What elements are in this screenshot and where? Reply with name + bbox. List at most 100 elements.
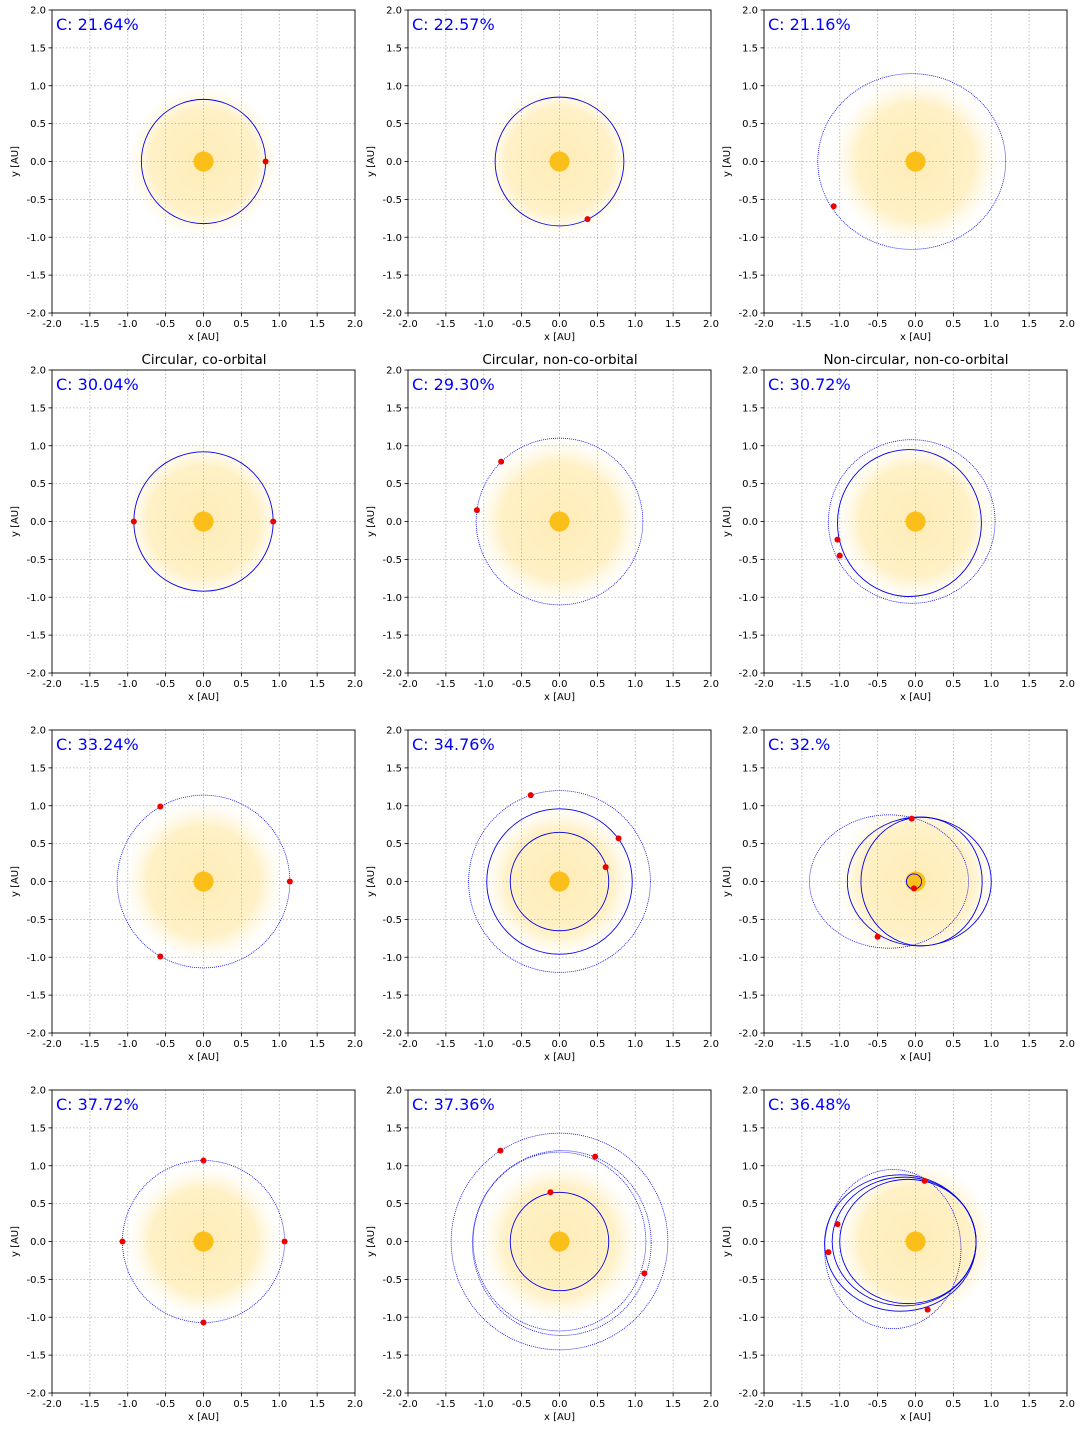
c-value-label: C: 37.72% [56, 1095, 139, 1114]
y-tick-label: 0.5 [30, 479, 46, 490]
y-tick-label: 0.5 [742, 119, 758, 130]
x-tick-label: 1.5 [309, 319, 325, 330]
y-tick-label: 0.0 [30, 1237, 46, 1248]
panels: -2.0 -2.0 -1.5 -1.5 -1.0 -1.0 -0.5 -0.5 0.0 0.0 0.… [10, 6, 1075, 1424]
column-title-circular-non-co-orbital: Circular, non-co-orbital [482, 352, 637, 368]
y-tick-label: 0.0 [30, 877, 46, 888]
panel-3-1: -2.0-2.0 -1.5 -1.5 -1.0 -1.0 -0.5 -0.5 0.0 0.0 0.… [366, 1086, 719, 1424]
x-tick-label: -1.0 [118, 1399, 138, 1410]
panel-2-2: -2.0-2.0 -1.5 -1.5 -1.0 -1.0 -0.5 -0.5 0.0 0.0 0.… [722, 726, 1075, 1064]
y-tick-label: 2.0 [30, 1086, 46, 1097]
planet-marker [921, 1177, 928, 1184]
y-axis-label: y [AU] [366, 1226, 377, 1257]
planet-marker [200, 1319, 207, 1326]
x-axis-label: x [AU] [188, 1052, 219, 1063]
y-tick-label: 2.0 [742, 6, 758, 17]
x-tick-label: -1.0 [118, 1039, 138, 1050]
y-tick-label: -1.0 [26, 953, 46, 964]
plot-area [764, 370, 1067, 673]
plot-area [52, 1090, 355, 1393]
x-tick-label: 0.5 [589, 679, 605, 690]
x-tick-label: 2.0 [703, 319, 719, 330]
y-tick-label: -0.5 [26, 915, 46, 926]
x-tick-label: 0.0 [552, 1399, 568, 1410]
y-axis-label: y [AU] [366, 146, 377, 177]
orbit-path [472, 1151, 647, 1332]
x-tick-label: -1.5 [80, 679, 100, 690]
x-tick-label: -1.0 [118, 679, 138, 690]
x-tick-label: -0.5 [512, 679, 532, 690]
panel-2-1: -2.0-2.0 -1.5 -1.5 -1.0 -1.0 -0.5 -0.5 0.0 0.0 0.… [366, 726, 719, 1064]
y-tick-label: 0.5 [742, 1199, 758, 1210]
plot-area [764, 1090, 1067, 1393]
x-tick-label: 2.0 [1059, 1399, 1075, 1410]
x-tick-label: 2.0 [347, 1399, 363, 1410]
x-tick-label: 0.5 [945, 1039, 961, 1050]
x-tick-label: 0.5 [589, 1399, 605, 1410]
y-tick-label: 1.0 [30, 801, 46, 812]
x-tick-label: 1.0 [271, 1399, 287, 1410]
x-tick-label: -2.0 [754, 1039, 774, 1050]
y-tick-label: -1.5 [382, 631, 402, 642]
x-tick-label: -0.5 [156, 1399, 176, 1410]
x-tick-label: 0.5 [233, 1039, 249, 1050]
y-tick-label: 0.5 [386, 119, 402, 130]
x-tick-label: -0.5 [868, 319, 888, 330]
c-value-label: C: 36.48% [768, 1095, 851, 1114]
x-tick-label: -1.5 [436, 319, 456, 330]
y-tick-label: -2.0 [26, 309, 46, 320]
x-tick-label: 0.0 [908, 1399, 924, 1410]
y-tick-label: 1.0 [30, 81, 46, 92]
y-tick-label: -0.5 [382, 1275, 402, 1286]
x-tick-label: -0.5 [868, 679, 888, 690]
x-tick-label: 2.0 [1059, 319, 1075, 330]
y-tick-label: 1.5 [30, 1123, 46, 1134]
planet-marker [584, 216, 591, 223]
orbit-path [486, 808, 633, 955]
x-tick-label: 0.5 [945, 1399, 961, 1410]
x-tick-label: -1.5 [436, 679, 456, 690]
c-value-label: C: 22.57% [412, 15, 495, 34]
planet-marker [834, 1221, 841, 1228]
y-tick-label: -1.5 [738, 631, 758, 642]
star [193, 871, 214, 892]
y-tick-label: 2.0 [742, 366, 758, 377]
x-tick-label: -1.5 [436, 1039, 456, 1050]
star [193, 151, 214, 172]
x-tick-label: -1.0 [474, 679, 494, 690]
planet-marker [527, 792, 534, 799]
y-tick-label: 2.0 [386, 366, 402, 377]
x-tick-label: -1.5 [792, 1039, 812, 1050]
planet-marker [200, 1157, 207, 1164]
x-tick-label: 1.5 [1021, 319, 1037, 330]
x-axis-label: x [AU] [900, 1052, 931, 1063]
y-tick-label: 0.0 [386, 157, 402, 168]
star [905, 1231, 926, 1252]
x-tick-label: 0.0 [196, 1399, 212, 1410]
planet-marker [497, 1147, 504, 1154]
y-tick-label: 1.0 [386, 1161, 402, 1172]
planet-marker [910, 885, 917, 892]
x-tick-label: -1.5 [792, 319, 812, 330]
panel-1-0: -2.0-2.0 -1.5 -1.5 -1.0 -1.0 -0.5 -0.5 0.0 0.0 0.… [10, 366, 363, 704]
x-tick-label: 1.0 [983, 319, 999, 330]
y-tick-label: -1.0 [738, 953, 758, 964]
x-tick-label: 1.0 [271, 679, 287, 690]
x-tick-label: -2.0 [398, 679, 418, 690]
y-tick-label: 0.0 [386, 517, 402, 528]
x-tick-label: 0.5 [233, 679, 249, 690]
panel-3-0: -2.0-2.0 -1.5 -1.5 -1.0 -1.0 -0.5 -0.5 0.0 0.0 0.… [10, 1086, 363, 1424]
x-tick-label: -1.5 [792, 679, 812, 690]
orbit-path [475, 437, 644, 606]
x-tick-label: -1.0 [830, 679, 850, 690]
y-tick-label: -1.0 [26, 593, 46, 604]
x-tick-label: 1.5 [1021, 679, 1037, 690]
planet-marker [924, 1306, 931, 1313]
panel-0-1: -2.0-2.0 -1.5 -1.5 -1.0 -1.0 -0.5 -0.5 0.0 0.0 0.… [366, 6, 719, 344]
y-tick-label: 0.0 [30, 517, 46, 528]
x-tick-label: -2.0 [398, 1039, 418, 1050]
x-axis-label: x [AU] [900, 332, 931, 343]
x-tick-label: 0.0 [552, 319, 568, 330]
y-tick-label: 1.0 [742, 1161, 758, 1172]
x-tick-label: 1.0 [627, 319, 643, 330]
